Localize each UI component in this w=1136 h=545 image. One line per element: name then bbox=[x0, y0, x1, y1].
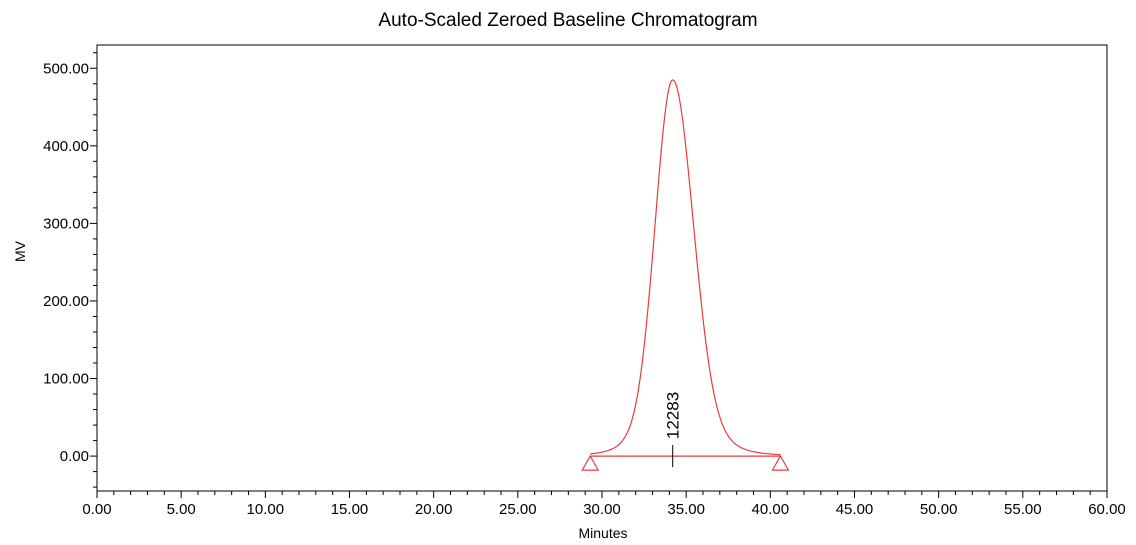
peak-area-label: 12283 bbox=[664, 392, 683, 439]
y-tick-label: 300.00 bbox=[43, 215, 89, 232]
chart-title: Auto-Scaled Zeroed Baseline Chromatogram bbox=[378, 10, 758, 31]
y-tick-label: 200.00 bbox=[43, 293, 89, 310]
baseline-marker-triangle bbox=[581, 454, 600, 471]
x-tick-label: 25.00 bbox=[499, 501, 537, 518]
x-axis-label: Minutes bbox=[578, 525, 628, 541]
x-tick-label: 30.00 bbox=[583, 501, 621, 518]
x-tick-label: 40.00 bbox=[752, 501, 790, 518]
x-tick-label: 0.00 bbox=[82, 501, 111, 518]
y-tick-label: 100.00 bbox=[43, 371, 89, 388]
peak-trace bbox=[590, 79, 781, 456]
y-tick-label: 400.00 bbox=[43, 138, 89, 155]
x-tick-label: 5.00 bbox=[167, 501, 196, 518]
x-tick-label: 10.00 bbox=[247, 501, 285, 518]
x-tick-label: 35.00 bbox=[667, 501, 705, 518]
x-tick-label: 15.00 bbox=[331, 501, 369, 518]
x-tick-label: 20.00 bbox=[415, 501, 453, 518]
y-tick-label: 500.00 bbox=[43, 60, 89, 77]
x-tick-label: 60.00 bbox=[1088, 501, 1126, 518]
y-axis-label: MV bbox=[12, 241, 28, 262]
x-tick-label: 55.00 bbox=[1004, 501, 1042, 518]
plot-frame bbox=[96, 44, 1108, 492]
x-tick-label: 45.00 bbox=[836, 501, 874, 518]
baseline-marker-triangle bbox=[771, 454, 790, 471]
x-tick-label: 50.00 bbox=[920, 501, 958, 518]
y-tick-label: 0.00 bbox=[60, 448, 89, 465]
